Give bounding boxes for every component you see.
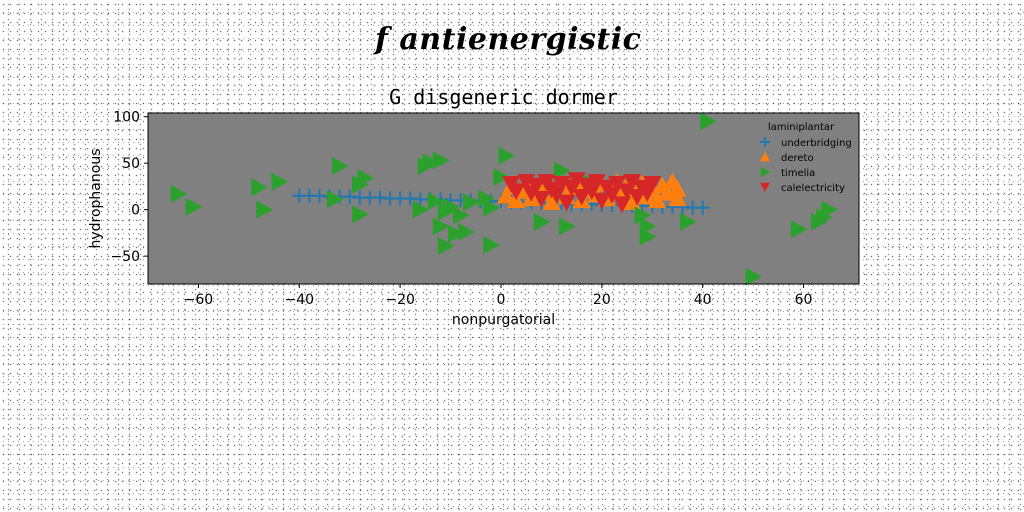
- point-timelia: [412, 200, 430, 219]
- point-calelectricity: [643, 175, 662, 193]
- point-timelia: [790, 220, 808, 239]
- x-tick-label: −20: [385, 292, 415, 308]
- point-timelia: [432, 217, 450, 236]
- y-axis-label: hydrophanous: [88, 148, 104, 248]
- legend: laminiplantar underbridging dereto timelia…: [760, 122, 852, 194]
- y-tick-label: −50: [110, 249, 140, 265]
- point-timelia: [437, 236, 455, 255]
- point-timelia: [498, 146, 516, 165]
- point-dereto: [542, 193, 561, 210]
- y-tick-label: 50: [122, 156, 140, 172]
- point-calelectricity: [623, 174, 642, 191]
- point-calelectricity: [592, 192, 611, 210]
- point-calelectricity: [613, 196, 631, 214]
- data-marks: [170, 112, 838, 286]
- point-timelia: [483, 235, 500, 254]
- x-tick-label: 60: [795, 292, 813, 308]
- x-axis: −60 −40 −20 0 20 40 60: [184, 284, 813, 308]
- point-timelia: [700, 112, 717, 131]
- point-timelia: [352, 175, 369, 194]
- point-timelia: [326, 190, 344, 209]
- point-timelia: [553, 161, 571, 180]
- point-timelia: [745, 267, 763, 286]
- point-timelia: [634, 206, 652, 225]
- point-timelia: [452, 206, 470, 225]
- y-tick-label: 100: [113, 110, 140, 126]
- point-underbridging: [695, 200, 710, 215]
- point-timelia: [478, 189, 495, 208]
- legend-entry: dereto: [781, 153, 814, 164]
- legend-entry: timelia: [781, 168, 815, 179]
- x-tick-label: 0: [497, 292, 506, 308]
- point-timelia: [639, 227, 657, 246]
- legend-marker-dereto: [760, 152, 770, 162]
- x-tick-label: −40: [285, 292, 315, 308]
- point-timelia: [352, 205, 369, 224]
- point-dereto: [668, 180, 687, 197]
- point-timelia: [458, 222, 475, 241]
- point-timelia: [558, 217, 576, 236]
- point-dereto: [648, 191, 667, 209]
- point-dereto: [497, 186, 516, 204]
- point-timelia: [170, 184, 188, 203]
- x-tick-label: 20: [593, 292, 611, 308]
- point-timelia: [432, 151, 450, 170]
- y-tick-label: 0: [131, 203, 140, 219]
- point-timelia: [447, 224, 465, 243]
- legend-entry: calelectricity: [781, 183, 845, 194]
- x-tick-label: 40: [694, 292, 712, 308]
- chart-title: G disgeneric dormer: [389, 85, 618, 109]
- point-timelia: [442, 197, 460, 216]
- x-tick-label: −60: [184, 292, 214, 308]
- point-timelia: [422, 153, 440, 172]
- point-timelia: [331, 156, 349, 175]
- point-timelia: [679, 212, 697, 231]
- point-timelia: [533, 212, 551, 231]
- point-timelia: [251, 178, 268, 197]
- point-timelia: [256, 200, 273, 219]
- point-timelia: [271, 172, 289, 191]
- point-calelectricity: [527, 177, 546, 195]
- point-timelia: [821, 200, 838, 219]
- point-dereto: [668, 189, 687, 207]
- point-timelia: [816, 208, 833, 227]
- point-timelia: [493, 168, 510, 187]
- point-timelia: [463, 193, 480, 212]
- point-calelectricity: [607, 175, 626, 193]
- legend-marker-calelectricity: [760, 182, 770, 192]
- point-calelectricity: [557, 194, 576, 212]
- point-timelia: [185, 197, 203, 216]
- y-axis: −50 0 50 100: [110, 110, 148, 265]
- legend-entry: underbridging: [781, 138, 852, 149]
- point-dereto: [623, 193, 642, 210]
- point-timelia: [483, 198, 500, 217]
- point-calelectricity: [507, 183, 526, 201]
- legend-title: laminiplantar: [768, 122, 835, 133]
- legend-marker-timelia: [760, 167, 770, 177]
- figure-suptitle: f antienergistic: [375, 22, 642, 57]
- legend-marker-underbridging: [760, 137, 770, 147]
- point-calelectricity: [567, 172, 586, 189]
- point-calelectricity: [587, 174, 606, 191]
- point-timelia: [427, 192, 445, 211]
- point-calelectricity: [532, 190, 551, 208]
- x-axis-label: nonpurgatorial: [452, 312, 555, 328]
- plot-frame: [147, 112, 860, 285]
